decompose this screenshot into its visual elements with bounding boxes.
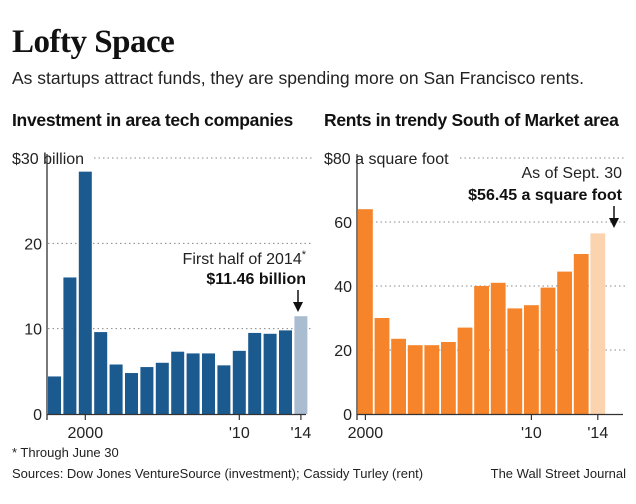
rent-ytick-label: 40	[334, 279, 352, 296]
investment-bar-2005	[155, 362, 169, 414]
rent-bar-2001	[374, 318, 390, 414]
investment-bar-2014	[294, 316, 308, 414]
investment-bar-2007	[186, 353, 200, 414]
rent-xtick-label: '10	[521, 425, 542, 442]
investment-bar-1998	[48, 376, 61, 414]
rent-bar-2007	[474, 286, 489, 414]
rent-bar-2008	[490, 282, 506, 414]
investment-ytick-label: $30 billion	[12, 151, 84, 168]
investment-ytick-label: 0	[33, 407, 42, 424]
rent-bar-2003	[407, 345, 423, 414]
investment-bar-2011	[248, 332, 262, 414]
investment-bar-2002	[109, 364, 123, 414]
investment-xtick-label: 2000	[68, 425, 104, 442]
rent-bar-2004	[424, 345, 440, 414]
investment-bar-2009	[217, 365, 231, 414]
footnote: * Through June 30	[12, 445, 119, 460]
rent-panel-title: Rents in trendy South of Market area	[324, 110, 619, 130]
sources-note: Sources: Dow Jones VentureSource (invest…	[12, 466, 424, 481]
chart-subtitle: As startups attract funds, they are spen…	[12, 68, 584, 88]
investment-annotation-footnote-marker: *	[302, 249, 307, 261]
rent-bar-2013	[573, 254, 589, 414]
rent-ytick-label: 20	[334, 343, 352, 360]
investment-xtick-label: '14	[290, 425, 311, 442]
investment-ytick-label: 10	[24, 322, 42, 339]
rent-bar-2014	[590, 233, 606, 414]
investment-annotation-arrowhead-icon	[293, 302, 303, 312]
rent-chart: 0 20 40 60 $80 a square foot 2000 '10 '14 As of …	[324, 151, 625, 442]
investment-bar-2006	[171, 351, 185, 414]
investment-annotation-line1: First half of 2014*	[183, 249, 307, 268]
investment-bar-2012	[263, 333, 277, 414]
rent-bar-2006	[457, 327, 473, 414]
rent-xtick-label: 2000	[348, 425, 384, 442]
rent-bar-2010	[524, 305, 539, 414]
rent-bar-2005	[441, 342, 456, 414]
rent-xtick-label: '14	[587, 425, 608, 442]
rent-ytick-label: 0	[343, 407, 352, 424]
investment-annotation-text: First half of 2014	[183, 251, 302, 268]
investment-panel-title: Investment in area tech companies	[12, 110, 293, 130]
rent-bar-2002	[391, 338, 406, 414]
investment-bar-2010	[232, 350, 246, 414]
rent-ytick-label: $80 a square foot	[324, 151, 449, 168]
publication-credit: The Wall Street Journal	[490, 466, 626, 481]
investment-bar-2003	[125, 373, 138, 414]
rent-bar-2011	[540, 287, 556, 414]
rent-bar-2012	[557, 271, 572, 414]
investment-bar-2004	[140, 367, 154, 414]
investment-xtick-label: '10	[229, 425, 250, 442]
rent-annotation-line1: As of Sept. 30	[521, 165, 622, 182]
investment-bar-2013	[279, 330, 292, 414]
investment-bar-2000	[78, 171, 92, 414]
rent-ytick-label: 60	[334, 215, 352, 232]
investment-ytick-label: 20	[24, 236, 42, 253]
investment-chart: 0 10 20 $30 billion 2000 '10 '14 First half of …	[12, 151, 312, 442]
rent-annotation-line2: $56.45 a square foot	[468, 187, 623, 204]
rent-annotation-text: As of Sept. 30	[521, 165, 622, 182]
investment-bar-2008	[202, 353, 215, 414]
investment-bar-1999	[63, 277, 77, 414]
investment-annotation-line2: $11.46 billion	[206, 271, 306, 288]
chart-title: Lofty Space	[12, 24, 175, 60]
rent-bar-2009	[507, 308, 523, 414]
investment-bar-2001	[94, 332, 108, 414]
rent-annotation-arrowhead-icon	[609, 218, 619, 228]
rent-bar-2000	[358, 209, 373, 414]
